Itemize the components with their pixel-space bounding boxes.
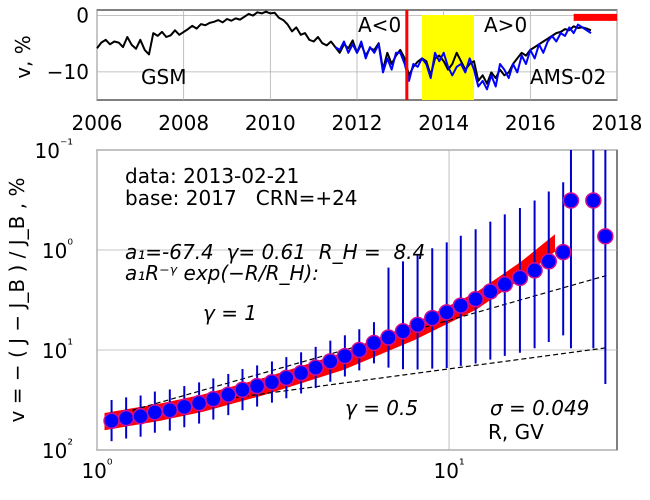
annotation-fit-params: a₁=-67.4 γ= 0.61 R_H = 8.4 [125, 240, 425, 264]
top-y-tick-labels: 0 −10 [47, 4, 89, 84]
data-point [467, 290, 484, 308]
polarity-a-positive-label: A>0 [484, 13, 527, 37]
data-point [322, 353, 339, 370]
bottom-y-axis-label: v = − ( J − J_B ) / J_B , % [5, 178, 29, 423]
data-point [423, 309, 441, 327]
bottom-panel: 10⁰ 10¹ 10⁻¹ 10⁰ 10¹ 10² v = − ( J − J_B ) /… [5, 137, 618, 483]
data-point [132, 408, 149, 425]
polarity-a-negative-label: A<0 [358, 13, 401, 37]
data-points-layer [103, 192, 614, 430]
gsm-label: GSM [141, 65, 186, 89]
top-x-tick-label: 2014 [418, 111, 469, 135]
data-point [526, 262, 543, 279]
series-line-ams [334, 23, 592, 91]
data-point [511, 269, 529, 287]
data-point [496, 275, 514, 293]
bottom-y-tick-labels: 10⁻¹ 10⁰ 10¹ 10² [35, 137, 74, 463]
bottom-x-axis-label: R, GV [488, 420, 544, 444]
annotation-data-date: data: 2013-02-21 [125, 164, 299, 188]
data-point [146, 404, 164, 421]
highlight-band [422, 15, 474, 100]
data-point [482, 283, 499, 300]
data-point [278, 369, 295, 387]
data-point [554, 243, 572, 261]
data-point [248, 377, 266, 395]
bottom-y-tick-label: 10⁰ [42, 237, 73, 263]
annotation-base: base: 2017 CRN=+24 [125, 186, 358, 210]
data-point [103, 412, 120, 430]
data-point [117, 409, 135, 427]
data-point [394, 323, 412, 340]
bottom-x-tick-label: 10¹ [433, 457, 464, 483]
top-x-tick-label: 2012 [332, 111, 383, 135]
bottom-x-tick-label: 10⁰ [81, 457, 112, 483]
top-x-tick-label: 2008 [158, 111, 209, 135]
data-point [409, 316, 426, 334]
top-x-tick-label: 2006 [72, 111, 123, 135]
data-point [597, 228, 614, 245]
data-point [176, 398, 193, 416]
top-x-tick-label: 2016 [505, 111, 556, 135]
annotation-sigma: σ = 0.049 [490, 396, 589, 420]
data-point [205, 390, 222, 408]
data-point [234, 381, 251, 399]
data-point [351, 341, 368, 359]
top-series-layer [96, 10, 617, 100]
data-point [585, 192, 602, 209]
data-point [380, 329, 397, 346]
ams-label: AMS-02 [530, 65, 606, 89]
data-point [438, 304, 455, 321]
top-panel: 2006 2008 2010 2012 2014 2016 2018 0 −10 v, % G… [11, 4, 642, 135]
data-point [365, 334, 383, 352]
annotation-gamma-05: γ = 0.5 [345, 396, 418, 420]
top-y-tick-label: −10 [47, 60, 89, 84]
data-point [336, 347, 354, 365]
data-point [190, 394, 208, 412]
data-point [452, 297, 470, 314]
data-point [540, 253, 558, 270]
data-point [161, 401, 179, 419]
annotation-fit-formula: a₁R⁻ᵞ exp(−R/R_H): [125, 261, 319, 285]
data-point [562, 192, 580, 209]
top-y-axis-label: v, % [11, 35, 35, 79]
bottom-y-tick-label: 10² [42, 437, 73, 463]
data-point [220, 386, 237, 403]
top-highlight-band-layer [422, 15, 474, 100]
top-x-tick-labels: 2006 2008 2010 2012 2014 2016 2018 [72, 111, 643, 135]
top-x-tick-label: 2010 [245, 111, 296, 135]
data-point [307, 359, 324, 376]
top-x-tick-label: 2018 [592, 111, 643, 135]
bottom-y-tick-label: 10¹ [42, 337, 73, 363]
annotation-gamma-1: γ = 1 [203, 301, 257, 325]
top-y-tick-label: 0 [76, 4, 89, 28]
guide-line-gamma-1 [124, 274, 607, 413]
data-point [292, 364, 310, 382]
data-point [263, 373, 281, 391]
bottom-y-tick-label: 10⁻¹ [35, 137, 73, 163]
bottom-x-tick-labels: 10⁰ 10¹ [81, 457, 464, 483]
